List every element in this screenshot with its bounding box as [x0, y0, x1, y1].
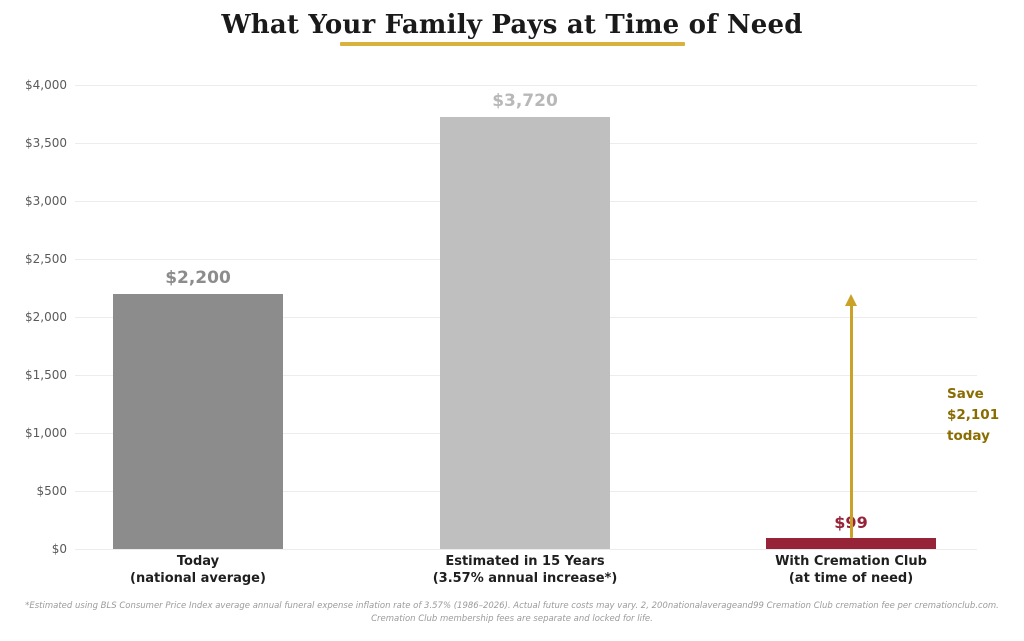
y-axis-tick-label: $4,000 [25, 78, 67, 92]
savings-annotation-line: $2,101 [947, 406, 1000, 423]
bar-value-label: $2,200 [165, 267, 231, 288]
footnote-line-1: *Estimated using BLS Consumer Price Inde… [25, 601, 999, 611]
y-axis-tick-label: $1,000 [25, 426, 67, 440]
x-axis-category-line: Today [176, 554, 220, 569]
x-axis-category-line: (3.57% annual increase*) [432, 571, 618, 586]
gridline [75, 548, 977, 550]
savings-arrow-head-icon [845, 293, 857, 306]
x-axis-category-label: Today (national average) [130, 553, 266, 587]
y-axis-tick-label: $2,500 [25, 252, 67, 266]
savings-arrow-line [849, 303, 853, 538]
savings-annotation: Save $2,101 today [947, 384, 999, 447]
y-axis-tick-label: $1,500 [25, 368, 67, 382]
bar-3 [766, 537, 936, 549]
x-axis-category-label: Estimated in 15 Years (3.57% annual incre… [433, 553, 618, 587]
savings-annotation-line: today [947, 427, 990, 444]
title-underline-decoration [340, 42, 685, 46]
plot-area: $0 $500 $1,000 $1,500 $2,000 $2,500 $3,000 $3,5… [25, 78, 999, 586]
footnote-line-2: Cremation Club membership fees are separ… [371, 614, 653, 624]
x-axis-category-label: With Cremation Club (at time of need) [775, 553, 927, 587]
y-axis-tick-label: $3,000 [25, 194, 67, 208]
bar-2 [440, 117, 610, 549]
bar-value-label: $3,720 [492, 91, 558, 112]
y-axis-tick-label: $3,500 [25, 136, 67, 150]
x-axis-category-line: With Cremation Club [775, 554, 927, 569]
x-axis-category-line: Estimated in 15 Years [445, 554, 605, 569]
y-axis-tick-label: $0 [51, 542, 67, 556]
gridline [75, 84, 977, 86]
savings-annotation-line: Save [947, 385, 984, 402]
y-axis-tick-label: $2,000 [25, 310, 67, 324]
chart-title: What Your Family Pays at Time of Need [221, 10, 803, 40]
y-axis-tick-label: $500 [36, 484, 67, 498]
x-axis-category-line: (at time of need) [788, 571, 914, 586]
x-axis-category-line: (national average) [130, 571, 266, 586]
bar-1 [113, 293, 283, 549]
